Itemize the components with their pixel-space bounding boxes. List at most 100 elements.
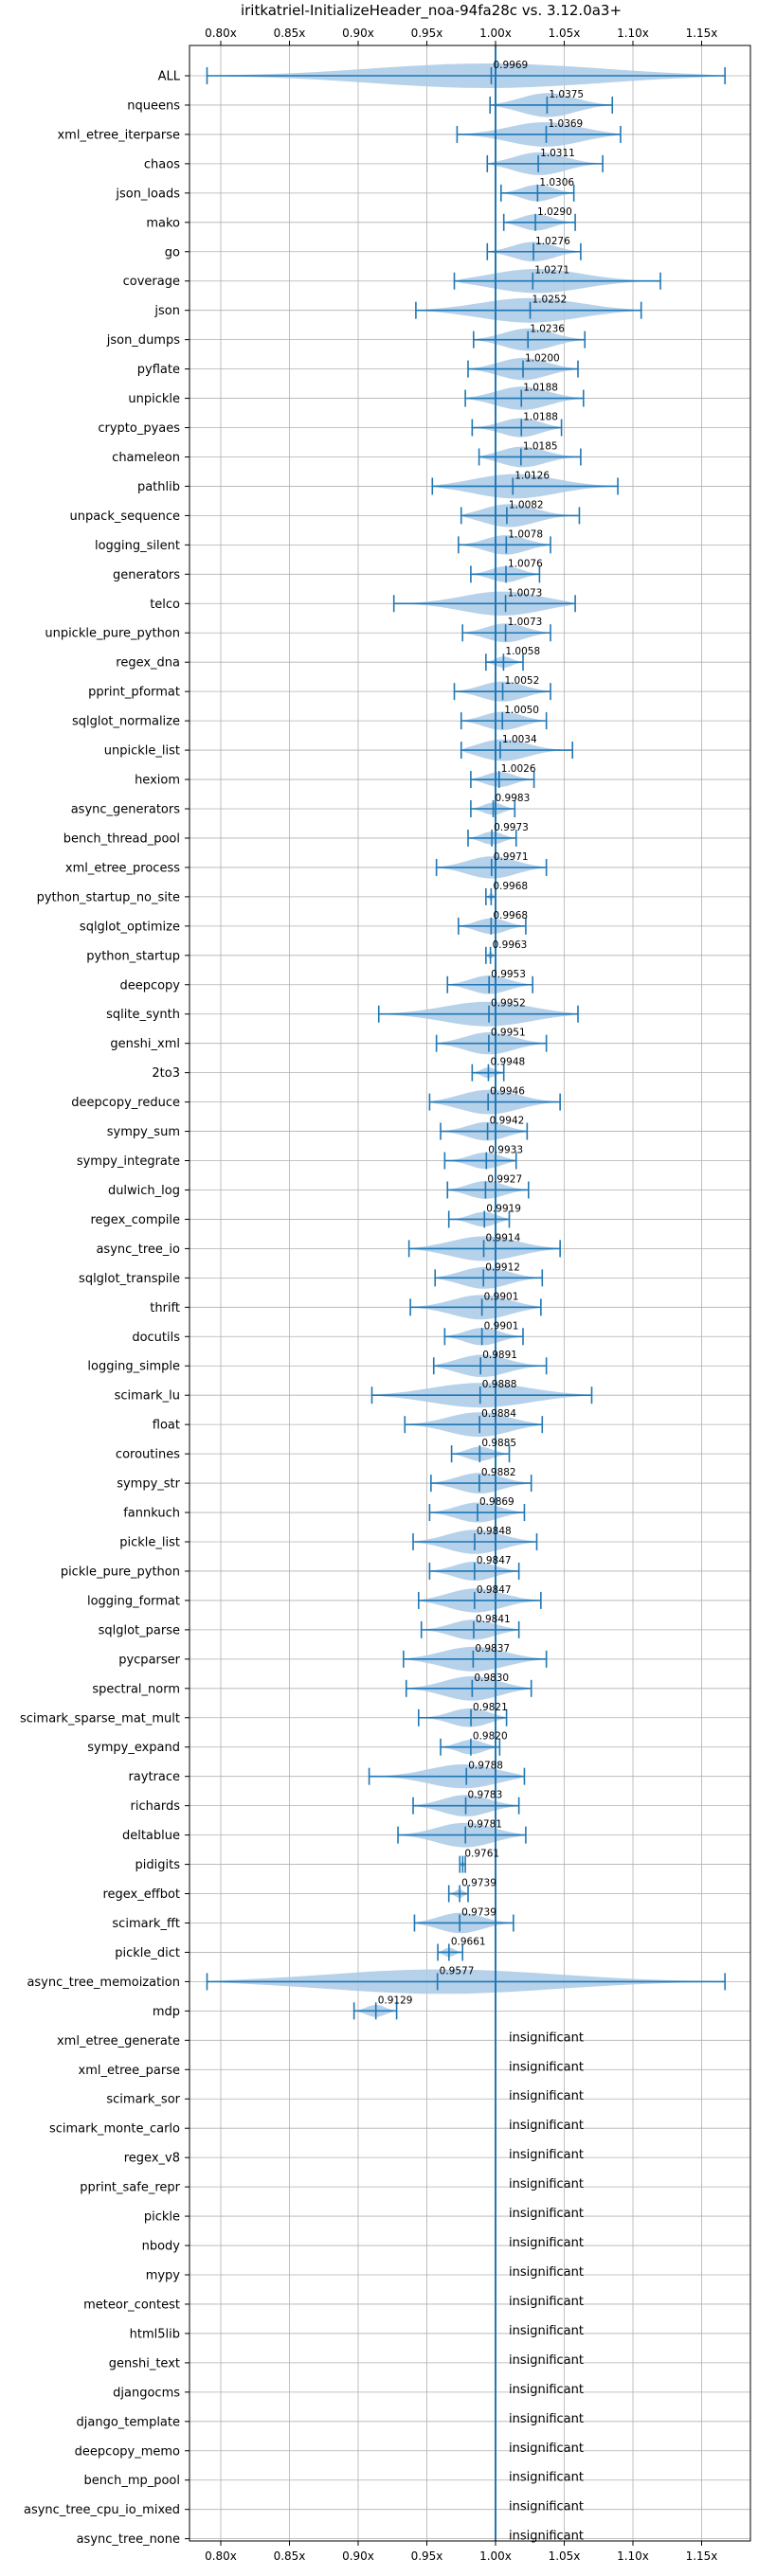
benchmark-name-label: regex_dna: [116, 656, 180, 671]
benchmark-name-label: nqueens: [127, 98, 180, 113]
benchmark-name-label: dulwich_log: [108, 1184, 180, 1198]
benchmark-name-label: deepcopy_reduce: [71, 1096, 180, 1110]
benchmark-name-label: python_startup_no_site: [37, 890, 180, 904]
x-tick-label-top: 1.00x: [479, 27, 512, 40]
benchmark-name-label: pickle_dict: [115, 1946, 180, 1960]
mean-value-label: 0.9933: [488, 1145, 523, 1156]
x-tick-label-top: 1.10x: [617, 27, 649, 40]
mean-value-label: 1.0050: [504, 705, 539, 716]
insignificant-label: insignificant: [509, 2383, 584, 2397]
benchmark-name-label: json: [153, 304, 180, 318]
benchmark-name-label: ALL: [158, 70, 181, 84]
x-tick-label-top: 1.15x: [686, 27, 718, 40]
mean-value-label: 0.9901: [484, 1291, 519, 1302]
benchmark-name-label: sqlglot_parse: [99, 1623, 180, 1637]
x-tick-label-bottom: 0.80x: [205, 2549, 237, 2563]
benchmark-name-label: hexiom: [135, 774, 180, 788]
insignificant-label: insignificant: [509, 2060, 584, 2074]
benchmark-name-label: xml_etree_generate: [57, 2034, 180, 2048]
insignificant-label: insignificant: [509, 2412, 584, 2426]
benchmark-name-label: sympy_integrate: [77, 1154, 180, 1169]
benchmark-name-label: float: [153, 1419, 180, 1433]
x-tick-label-top: 0.95x: [411, 27, 443, 40]
x-tick-label-top: 0.90x: [342, 27, 374, 40]
mean-value-label: 0.9914: [486, 1232, 521, 1243]
mean-value-label: 0.9761: [464, 1849, 499, 1860]
insignificant-label: insignificant: [509, 2500, 584, 2514]
mean-value-label: 0.9781: [467, 1819, 502, 1831]
mean-value-label: 1.0076: [508, 558, 543, 569]
benchmark-name-label: pycparser: [118, 1653, 180, 1667]
mean-value-label: 0.9848: [477, 1526, 512, 1537]
insignificant-label: insignificant: [509, 2471, 584, 2485]
benchmark-name-label: fannkuch: [123, 1507, 180, 1521]
mean-value-label: 1.0034: [502, 734, 537, 745]
mean-value-label: 1.0369: [549, 118, 584, 130]
benchmark-name-label: go: [165, 245, 180, 259]
insignificant-label: insignificant: [509, 2177, 584, 2191]
mean-value-label: 0.9577: [440, 1965, 475, 1977]
benchmark-name-label: regex_compile: [90, 1213, 180, 1227]
benchmark-name-label: pickle_pure_python: [61, 1565, 180, 1579]
plot-frame: [189, 45, 751, 2542]
benchmark-name-label: nbody: [142, 2240, 181, 2254]
mean-value-label: 0.9946: [490, 1086, 525, 1098]
mean-value-label: 0.9841: [476, 1614, 511, 1625]
mean-value-label: 0.9942: [490, 1116, 525, 1127]
benchmark-name-label: mako: [146, 216, 180, 230]
mean-value-label: 0.9837: [475, 1643, 510, 1655]
mean-value-label: 0.9820: [473, 1731, 508, 1743]
mean-value-label: 1.0073: [508, 617, 543, 628]
mean-value-label: 1.0271: [534, 265, 569, 277]
mean-value-label: 0.9919: [486, 1203, 521, 1214]
mean-value-label: 0.9888: [482, 1379, 517, 1390]
mean-value-label: 0.9885: [481, 1438, 516, 1449]
benchmark-name-label: scimark_monte_carlo: [49, 2122, 180, 2137]
benchmark-name-label: sqlglot_transpile: [79, 1272, 180, 1286]
violin-layer: [206, 45, 726, 2541]
mean-value-label: 0.9830: [474, 1673, 509, 1684]
x-tick-label-bottom: 1.05x: [549, 2549, 581, 2563]
benchmark-name-label: sympy_expand: [87, 1741, 180, 1755]
mean-value-label: 1.0236: [530, 324, 565, 335]
benchmark-name-label: async_tree_none: [77, 2532, 180, 2547]
benchmark-name-label: python_startup: [86, 949, 180, 963]
mean-value-label: 1.0126: [514, 470, 550, 481]
mean-value-label: 1.0306: [539, 177, 574, 188]
x-tick-label-bottom: 0.95x: [411, 2549, 443, 2563]
benchmark-name-label: chaos: [144, 157, 180, 171]
benchmark-name-label: scimark_sor: [106, 2093, 180, 2107]
benchmark-name-label: sqlite_synth: [106, 1008, 180, 1022]
mean-value-label: 0.9912: [485, 1261, 520, 1273]
benchmark-name-label: pyflate: [137, 363, 180, 377]
x-tick-label-top: 0.85x: [274, 27, 306, 40]
benchmark-name-label: pprint_safe_repr: [80, 2181, 180, 2195]
mean-value-label: 0.9821: [473, 1702, 508, 1713]
mean-value-label: 0.9948: [490, 1057, 525, 1068]
benchmark-name-label: genshi_text: [109, 2356, 180, 2370]
mean-value-label: 0.9884: [481, 1408, 516, 1420]
benchmark-name-label: deepcopy: [119, 978, 180, 993]
benchmark-name-label: bench_thread_pool: [63, 832, 180, 846]
mean-value-label: 1.0252: [532, 295, 568, 306]
benchmark-name-label: coroutines: [116, 1448, 180, 1462]
mean-value-label: 1.0311: [540, 148, 575, 159]
benchmark-name-label: async_generators: [71, 803, 181, 817]
benchmark-name-label: unpickle_pure_python: [45, 627, 180, 641]
benchmark-name-label: pickle: [144, 2210, 180, 2225]
x-tick-label-bottom: 0.90x: [342, 2549, 374, 2563]
benchmark-name-label: logging_silent: [95, 539, 180, 553]
benchmark-name-label: async_tree_memoization: [27, 1976, 180, 1990]
x-tick-label-bottom: 1.15x: [686, 2549, 718, 2563]
mean-value-label: 0.9739: [461, 1878, 496, 1889]
insignificant-label: insignificant: [509, 2030, 584, 2045]
benchmark-name-label: async_tree_io: [96, 1243, 180, 1257]
benchmark-name-label: xml_etree_process: [65, 861, 180, 875]
benchmark-name-label: async_tree_cpu_io_mixed: [24, 2503, 180, 2517]
benchmark-name-label: deepcopy_memo: [75, 2444, 180, 2459]
mean-value-label: 0.9968: [493, 910, 528, 921]
benchmark-name-label: pathlib: [137, 480, 180, 494]
benchmark-name-label: sqlglot_normalize: [72, 715, 180, 729]
benchmark-name-label: json_dumps: [106, 333, 180, 348]
benchmark-name-label: logging_simple: [87, 1360, 180, 1374]
